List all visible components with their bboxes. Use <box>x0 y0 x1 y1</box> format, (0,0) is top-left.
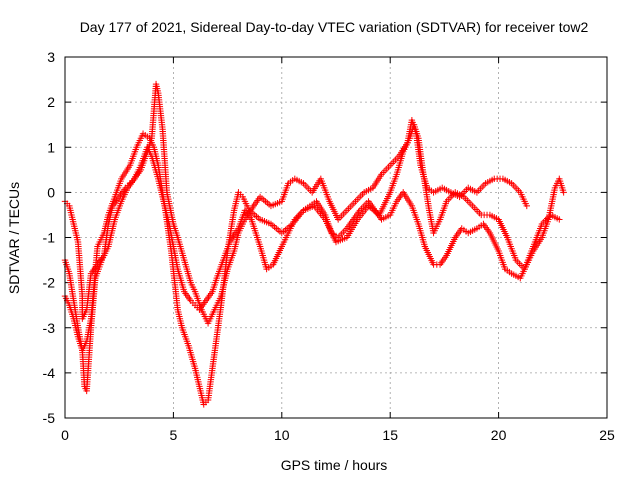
y-tick-label: 3 <box>47 49 55 65</box>
x-tick-label: 25 <box>599 427 615 443</box>
x-axis-label: GPS time / hours <box>281 457 388 473</box>
x-tick-label: 0 <box>61 427 69 443</box>
y-axis-label: SDTVAR / TECUs <box>6 182 22 294</box>
tick-layer: 0 5 10 15 20 25 -5 -4 -3 -2 -1 0 1 2 3 <box>43 49 615 443</box>
chart-title: Day 177 of 2021, Sidereal Day-to-day VTE… <box>80 19 589 35</box>
y-tick-label: -4 <box>43 365 56 381</box>
y-tick-label: 0 <box>47 184 55 200</box>
y-tick-label: 2 <box>47 94 55 110</box>
y-tick-label: -1 <box>43 230 56 246</box>
data-point <box>560 189 567 196</box>
marks-layer <box>61 80 567 408</box>
x-tick-label: 20 <box>491 427 507 443</box>
y-tick-label: -3 <box>43 320 56 336</box>
y-tick-label: -2 <box>43 275 56 291</box>
plot-frame <box>64 56 608 419</box>
y-tick-label: 1 <box>47 139 55 155</box>
y-tick-label: -5 <box>43 410 56 426</box>
x-tick-label: 5 <box>170 427 178 443</box>
x-tick-label: 10 <box>274 427 290 443</box>
x-tick-label: 15 <box>382 427 398 443</box>
data-point <box>556 216 563 223</box>
data-point <box>523 202 530 210</box>
